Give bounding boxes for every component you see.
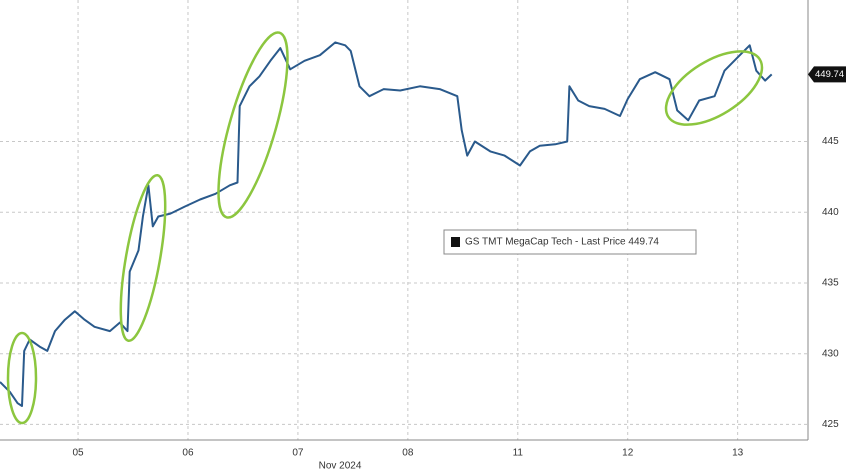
y-tick-label: 445 [822, 136, 839, 147]
highlight-ellipse [119, 173, 167, 343]
x-tick-label: 05 [72, 448, 84, 459]
legend-box [443, 229, 697, 255]
legend-label: GS TMT MegaCap Tech - Last Price 449.74 [465, 237, 659, 248]
last-price-tag [808, 66, 846, 83]
y-tick-label: 425 [822, 419, 839, 430]
annotation-ellipses [6, 31, 764, 425]
last-price-label: 449.74 [815, 69, 844, 80]
legend-swatch [451, 237, 460, 247]
x-tick-label: 06 [182, 448, 194, 459]
x-tick-label: 11 [513, 448, 524, 459]
x-tick-label: 13 [732, 448, 744, 459]
x-tick-label: 08 [402, 448, 414, 459]
y-tick-label: 440 [822, 207, 839, 218]
y-tick-label: 435 [822, 278, 839, 289]
x-axis-label: Nov 2024 [319, 461, 362, 472]
x-tick-label: 07 [292, 448, 304, 459]
highlight-ellipse [664, 50, 764, 126]
highlight-ellipse [6, 331, 38, 425]
price-line [0, 41, 773, 407]
legend: GS TMT MegaCap Tech - Last Price 449.74 [443, 229, 697, 255]
highlight-ellipse [217, 31, 289, 219]
y-tick-label: 430 [822, 348, 839, 359]
x-tick-label: 12 [622, 448, 634, 459]
